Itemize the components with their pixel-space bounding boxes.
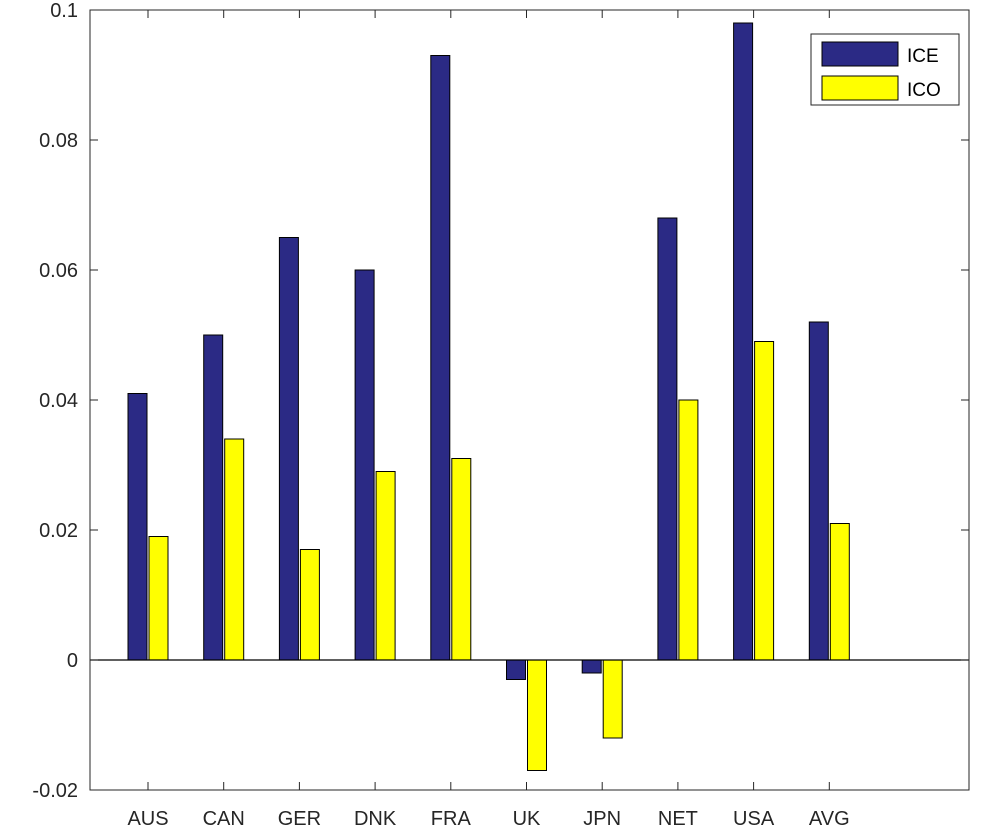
bar-ico-uk [527,659,547,771]
x-tick-label-jpn: JPN [583,808,621,830]
x-tick-label-net: NET [658,808,698,830]
bar-ico-fra [451,458,472,661]
y-tick-label: -0.02 [32,780,78,802]
bar-ico-net [678,399,699,661]
y-tick-label: 0.04 [39,390,78,412]
legend: ICE ICO [810,33,960,106]
y-tick-labels: -0.02 0 0.02 0.04 0.06 0.08 0.1 [32,0,78,802]
bar-ico-ger [299,549,320,661]
bar-ice-usa [733,22,754,661]
axes-layer [89,9,970,791]
legend-swatch-ico [821,75,899,101]
bar-ico-dnk [375,471,396,661]
bar-ico-aus [148,536,169,661]
y-tick-label: 0.1 [50,0,78,22]
bar-ico-avg [829,523,850,661]
y-tick-label: 0.02 [39,520,78,542]
x-tick-label-ger: GER [278,808,321,830]
bar-ice-avg [808,321,829,661]
legend-label-ice: ICE [907,46,939,67]
y-tick-label: 0 [67,650,78,672]
x-tick-label-usa: USA [733,808,775,830]
x-tick-labels: AUS CAN GER DNK FRA UK JPN NET USA AVG [127,808,849,830]
legend-label-ico: ICO [907,80,941,101]
bar-ice-aus [127,393,148,661]
x-tick-label-fra: FRA [431,808,472,830]
bar-ice-net [657,217,678,661]
legend-swatch-ice [821,41,899,67]
y-tick-label: 0.08 [39,130,78,152]
bar-ice-ger [278,237,299,661]
bar-ice-dnk [354,269,375,661]
bar-ice-can [203,334,224,661]
bar-ice-jpn [581,659,602,674]
bar-ice-fra [430,55,451,661]
x-tick-label-uk: UK [513,808,541,830]
x-tick-label-avg: AVG [809,808,850,830]
bar-ico-can [224,438,245,661]
bar-ico-usa [754,341,775,661]
x-tick-label-can: CAN [203,808,245,830]
bar-ico-jpn [602,659,623,739]
bar-ice-uk [506,659,526,680]
x-tick-label-aus: AUS [127,808,168,830]
y-tick-label: 0.06 [39,260,78,282]
bars-layer [127,22,850,771]
x-tick-label-dnk: DNK [354,808,397,830]
